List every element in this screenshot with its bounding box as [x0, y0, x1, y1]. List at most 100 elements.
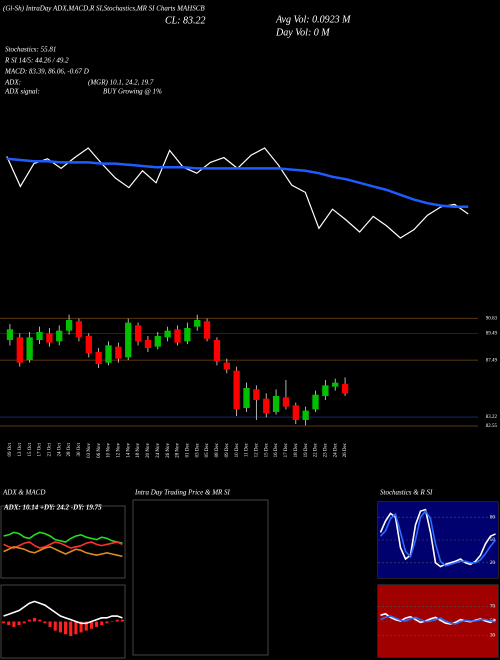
y-tick-label: 30 — [490, 634, 496, 639]
rsi-value: R SI 14/5: 44.26 / 49.2 — [4, 57, 69, 65]
histogram-bar — [22, 621, 26, 624]
candle-body — [105, 345, 112, 363]
series-line — [3, 545, 123, 558]
histogram-bar — [53, 621, 57, 631]
histogram-bar — [43, 621, 47, 624]
histogram-bar — [89, 621, 93, 629]
x-tick-label: 15 Oct — [28, 442, 33, 456]
x-tick-label: 30 Oct — [77, 442, 82, 456]
histogram-bar — [38, 619, 42, 622]
y-tick-label: 80 — [490, 515, 496, 520]
y-tick-label: 70 — [490, 605, 496, 610]
x-tick-label: 24 Dec — [333, 442, 338, 457]
x-tick-label: 09 Oct — [8, 442, 13, 456]
histogram-bar — [12, 621, 16, 627]
histogram-bar — [84, 621, 88, 631]
histogram-bar — [115, 619, 119, 622]
candle-body — [16, 337, 23, 363]
x-tick-label: 12 Dec — [254, 442, 259, 457]
panel-frame — [0, 505, 126, 579]
candle-body — [115, 346, 122, 359]
candle-body — [322, 385, 329, 396]
candle-body — [164, 330, 171, 338]
macd-value: MACD: 83.39, 86.06, -0.67 D — [4, 68, 89, 76]
day-volume: Day Vol: 0 M — [275, 27, 330, 38]
y-tick-label: 87.49 — [486, 358, 498, 363]
x-tick-label: 03 Dec — [195, 442, 200, 457]
candle-body — [243, 388, 250, 408]
x-tick-label: 03 Nov — [87, 443, 92, 458]
candle-body — [125, 322, 132, 358]
candle-body — [263, 398, 270, 414]
x-tick-label: 05 Dec — [205, 442, 210, 457]
candle-body — [134, 325, 142, 342]
avg-volume: Avg Vol: 0.0923 M — [275, 14, 351, 25]
x-tick-label: 06 Nov — [97, 443, 102, 458]
series-line — [3, 531, 123, 544]
x-tick-label: 14 Nov — [126, 443, 131, 458]
histogram-bar — [120, 619, 124, 622]
panel-title: Stochastics & R SI — [380, 489, 433, 497]
x-tick-label: 22 Dec — [314, 442, 319, 457]
candle-body — [144, 340, 152, 348]
x-tick-label: 13 Oct — [18, 442, 23, 456]
candle-body — [282, 397, 290, 407]
panel-frame — [0, 584, 126, 659]
candle-body — [56, 330, 63, 342]
y-tick-label: 50 — [490, 538, 496, 543]
x-tick-label: 17 Oct — [38, 442, 43, 456]
histogram-bar — [79, 621, 83, 633]
y-tick-label: 83.22 — [486, 415, 498, 420]
histogram-bar — [58, 621, 62, 633]
x-tick-label: 20 Nov — [146, 443, 151, 458]
histogram-bar — [48, 621, 52, 627]
histogram-bar — [64, 621, 68, 635]
candle-body — [253, 389, 260, 400]
x-tick-label: 01 Dec — [185, 442, 190, 457]
candle-body — [95, 352, 102, 364]
candle-body — [292, 405, 299, 420]
histogram-bar — [2, 621, 6, 624]
x-tick-label: 28 Oct — [67, 442, 72, 456]
histogram-bar — [100, 621, 104, 626]
histogram-bar — [27, 619, 31, 622]
x-tick-label: 15 Dec — [264, 442, 269, 457]
x-tick-label: 18 Nov — [136, 443, 141, 458]
x-tick-label: 11 Dec — [245, 442, 250, 457]
candle-body — [36, 332, 43, 340]
candle-body — [65, 320, 73, 331]
series-line — [3, 541, 123, 549]
histogram-bar — [110, 621, 114, 622]
stochastics-value: Stochastics: 55.81 — [5, 46, 56, 54]
candle-body — [332, 382, 339, 387]
panel-title: ADX & MACD — [2, 489, 45, 497]
candle-body — [85, 336, 92, 354]
histogram-bar — [69, 621, 73, 637]
candle-body — [6, 329, 14, 340]
adx-label: ADX: — [4, 79, 21, 87]
x-tick-label: 10 Nov — [107, 443, 112, 458]
panel-subtitle: ADX: 10.14 +DY: 24.2 -DY: 19.75 — [3, 504, 102, 512]
candle-body — [154, 336, 161, 347]
candle-body — [174, 329, 181, 343]
histogram-bar — [7, 621, 11, 626]
x-tick-label: 21 Oct — [47, 442, 52, 456]
y-tick-label: 90.63 — [486, 316, 498, 321]
candle-body — [312, 394, 319, 410]
series-line — [379, 508, 496, 568]
x-tick-label: 12 Nov — [116, 443, 121, 458]
histogram-bar — [105, 621, 109, 624]
candle-body — [223, 362, 230, 370]
x-tick-label: 26 Dec — [343, 442, 348, 457]
adx-signal-label: ADX signal: — [4, 88, 40, 96]
adx-signal-value: BUY Growing @ 1% — [103, 88, 162, 96]
x-tick-label: 16 Dec — [274, 442, 279, 457]
histogram-bar — [33, 617, 37, 622]
candle-body — [213, 340, 221, 362]
panel-title: Intra Day Trading Price & MR SI — [134, 489, 231, 497]
candle-body — [203, 321, 211, 339]
series-line — [380, 615, 496, 625]
x-tick-label: 18 Dec — [294, 442, 299, 457]
